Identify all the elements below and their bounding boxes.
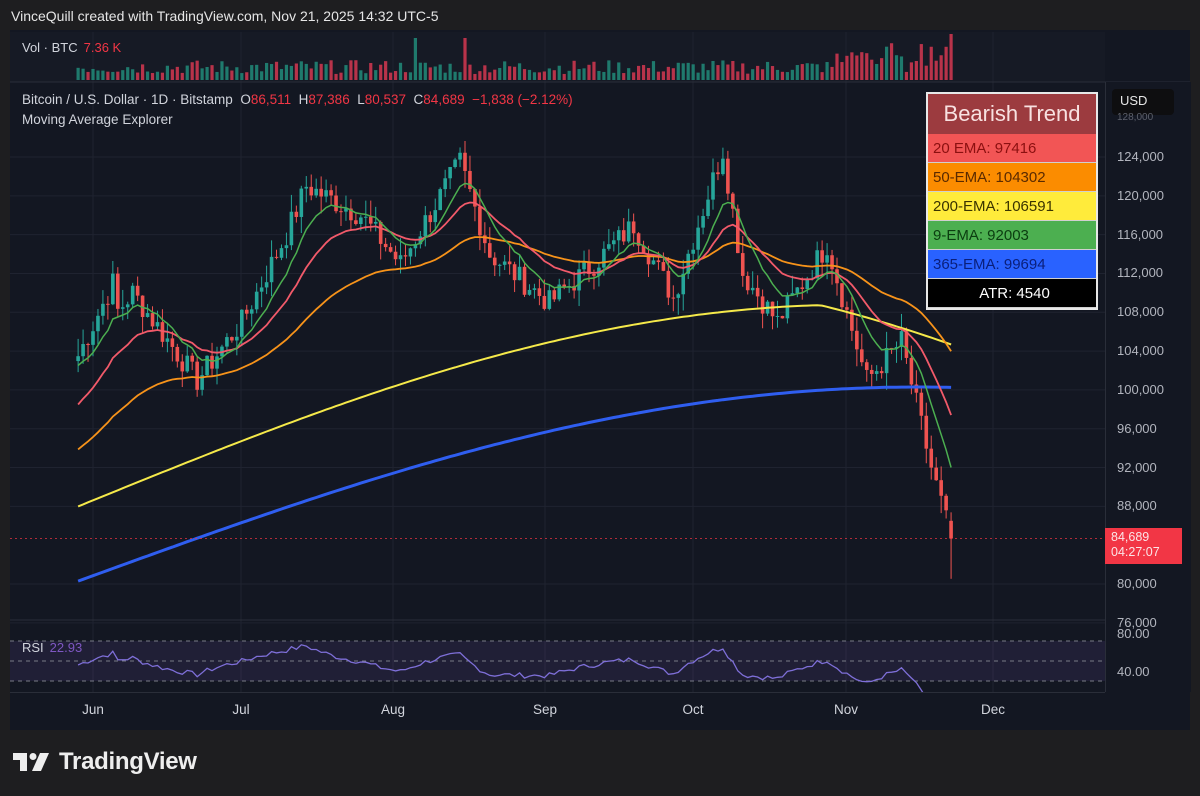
indicator-legend[interactable]: Moving Average Explorer <box>22 112 173 127</box>
price-tick: 112,000 <box>1117 265 1164 281</box>
open-label: O <box>240 92 251 107</box>
tradingview-logo-text: TradingView <box>59 748 197 775</box>
symbol-name: Bitcoin / U.S. Dollar · 1D · Bitstamp <box>22 92 233 107</box>
price-tick: 116,000 <box>1117 226 1164 242</box>
time-axis[interactable] <box>10 692 1105 729</box>
rsi-tick-40: 40.00 <box>1117 664 1150 679</box>
price-tick: 88,000 <box>1117 498 1157 514</box>
high-label: H <box>298 92 309 107</box>
high-value: 87,386 <box>308 92 350 107</box>
time-tick-dec: Dec <box>980 702 1006 717</box>
close-label: C <box>413 92 424 107</box>
price-tick: 92,000 <box>1117 459 1157 475</box>
close-value: 84,689 <box>423 92 465 107</box>
price-tick: 120,000 <box>1117 187 1164 203</box>
ema200-row: 200-EMA: 106591 <box>928 192 1096 221</box>
trend-title: Bearish Trend <box>928 94 1096 134</box>
time-tick-oct: Oct <box>682 702 704 717</box>
trend-panel: Bearish Trend 20 EMA: 97416 50-EMA: 1043… <box>926 92 1098 310</box>
low-label: L <box>357 92 365 107</box>
time-tick-nov: Nov <box>833 702 859 717</box>
tradingview-logo-icon <box>13 753 49 771</box>
ema9-row: 9-EMA: 92003 <box>928 221 1096 250</box>
rsi-value: 22.93 <box>49 640 83 655</box>
price-tick: 128,000 <box>1117 112 1154 123</box>
open-value: 86,511 <box>250 92 292 107</box>
time-tick-aug: Aug <box>380 702 406 717</box>
ema50-row: 50-EMA: 104302 <box>928 163 1096 192</box>
currency-button[interactable]: USD <box>1112 89 1174 115</box>
price-tick: 100,000 <box>1117 381 1164 397</box>
bar-countdown: 04:27:07 <box>1111 545 1160 559</box>
time-tick-jun: Jun <box>82 702 104 717</box>
current-price-tag: 84,689 04:27:07 <box>1105 528 1182 564</box>
rsi-tick-80: 80.00 <box>1117 626 1150 641</box>
price-tick: 96,000 <box>1117 420 1157 436</box>
rsi-title: RSI <box>22 640 44 655</box>
price-tick: 80,000 <box>1117 576 1157 592</box>
price-axis[interactable] <box>1105 82 1191 692</box>
low-value: 80,537 <box>364 92 407 107</box>
ema365-row: 365-EMA: 99694 <box>928 250 1096 279</box>
price-tick: 104,000 <box>1117 343 1164 359</box>
price-tick: 76,000 <box>1117 614 1157 630</box>
atr-row: ATR: 4540 <box>928 279 1096 308</box>
volume-title: Vol · BTC <box>22 40 78 55</box>
symbol-legend[interactable]: Bitcoin / U.S. Dollar · 1D · Bitstamp O8… <box>22 92 573 107</box>
price-tick: 108,000 <box>1117 304 1164 320</box>
price-tick: 124,000 <box>1117 149 1164 164</box>
volume-legend: Vol · BTC 7.36 K <box>22 40 121 55</box>
ema20-row: 20 EMA: 97416 <box>928 134 1096 163</box>
rsi-legend: RSI 22.93 <box>22 640 82 655</box>
time-tick-jul: Jul <box>232 702 250 717</box>
time-tick-sep: Sep <box>532 702 558 717</box>
chart-credit: VinceQuill created with TradingView.com,… <box>11 8 439 24</box>
change-value: −1,838 (−2.12%) <box>472 92 573 107</box>
current-price: 84,689 <box>1111 530 1150 544</box>
volume-value: 7.36 K <box>83 40 122 55</box>
tradingview-logo[interactable]: TradingView <box>13 748 197 776</box>
